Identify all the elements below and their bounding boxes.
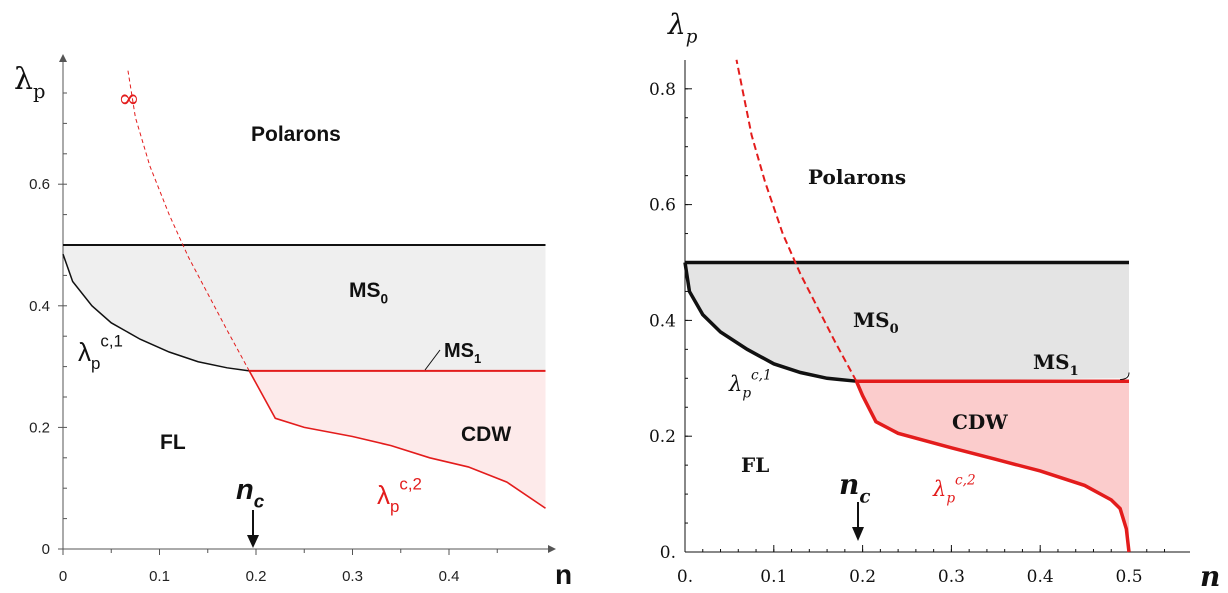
- y-tick-label: 0.: [660, 543, 676, 563]
- y-tick-label: 0.6: [649, 196, 676, 216]
- y-tick-label: 0.4: [649, 311, 676, 331]
- x-tick-label: 0.1: [760, 567, 787, 587]
- x-axis-label: n: [1200, 560, 1220, 593]
- x-tick-label: 0.2: [246, 568, 267, 585]
- cdw-region: [856, 381, 1129, 552]
- lambda-c1-curve: [683, 262, 857, 383]
- x-tick-label: 0.3: [342, 568, 363, 585]
- nc-label: nc: [839, 468, 870, 507]
- y-axis-arrow: [59, 54, 67, 62]
- ms1-corner: [1120, 372, 1130, 380]
- y-tick-label: 0.8: [649, 80, 676, 100]
- x-tick-label: 0.: [677, 567, 693, 587]
- ms1-label: MS1: [444, 340, 481, 366]
- lambda-c1-curve: [62, 253, 250, 372]
- ms1-pointer: [424, 349, 441, 371]
- y-axis-label: λp: [667, 8, 698, 47]
- lambda-c2-label: λpc,2: [377, 475, 422, 516]
- x-tick-label: 0.5: [1115, 567, 1142, 587]
- left-phase-diagram: 0 0.1 0.2 0.3 0.4 0 0.2 0.4 0.6 λp n ∞ Polarons MS0 MS…: [14, 54, 572, 590]
- cdw-label: CDW: [461, 423, 511, 446]
- x-tick-label: 0: [59, 568, 67, 585]
- cdw-label: CDW: [952, 410, 1008, 434]
- x-axis-arrow: [548, 545, 556, 553]
- lambda-c1-label: λpc,1: [78, 332, 123, 373]
- right-phase-diagram: 0. 0.1 0.2 0.3 0.4 0.5 0. 0.2 0.4 0.6 0.8 λp n Polaro…: [649, 8, 1220, 593]
- x-tick-label: 0.3: [938, 567, 965, 587]
- cdw-region: [249, 370, 546, 509]
- y-tick-label: 0: [42, 541, 50, 558]
- x-tick-label: 0.4: [439, 568, 460, 585]
- ms0-label: MS0: [349, 279, 389, 306]
- x-axis-label: n: [555, 559, 572, 590]
- fl-label: FL: [741, 453, 769, 477]
- x-tick-label: 0.4: [1027, 567, 1054, 587]
- infinity-label: ∞: [118, 84, 140, 114]
- dashed-extension-curve: [735, 59, 858, 382]
- lambda-c2-label: λpc,2: [932, 472, 976, 506]
- nc-arrow-head: [247, 535, 259, 548]
- ms0-region: [685, 262, 1129, 382]
- y-tick-label: 0.2: [29, 419, 50, 436]
- polarons-label: Polarons: [808, 165, 906, 189]
- ms0-label: MS0: [853, 308, 899, 337]
- lambda-c2-curve: [248, 370, 546, 509]
- lambda-c1-label: λpc,1: [728, 367, 772, 401]
- fl-label: FL: [160, 431, 186, 454]
- nc-arrow-head: [852, 527, 864, 541]
- y-axis-label: λp: [14, 62, 46, 103]
- lambda-c2-curve: [854, 380, 1131, 553]
- x-tick-label: 0.2: [849, 567, 876, 587]
- y-tick-label: 0.4: [29, 298, 50, 315]
- left-chart-panel: 0 0.1 0.2 0.3 0.4 0 0.2 0.4 0.6 λp n ∞ Polarons MS0 MS…: [0, 0, 600, 593]
- y-tick-label: 0.2: [649, 427, 676, 447]
- nc-label: nc: [236, 474, 265, 512]
- right-chart-panel: 0. 0.1 0.2 0.3 0.4 0.5 0. 0.2 0.4 0.6 0.8 λp n Polaro…: [610, 0, 1228, 593]
- ms0-region: [63, 245, 546, 371]
- x-tick-label: 0.1: [149, 568, 170, 585]
- ms1-label: MS1: [1033, 350, 1079, 379]
- y-tick-label: 0.6: [29, 176, 50, 193]
- polarons-label: Polarons: [251, 123, 341, 146]
